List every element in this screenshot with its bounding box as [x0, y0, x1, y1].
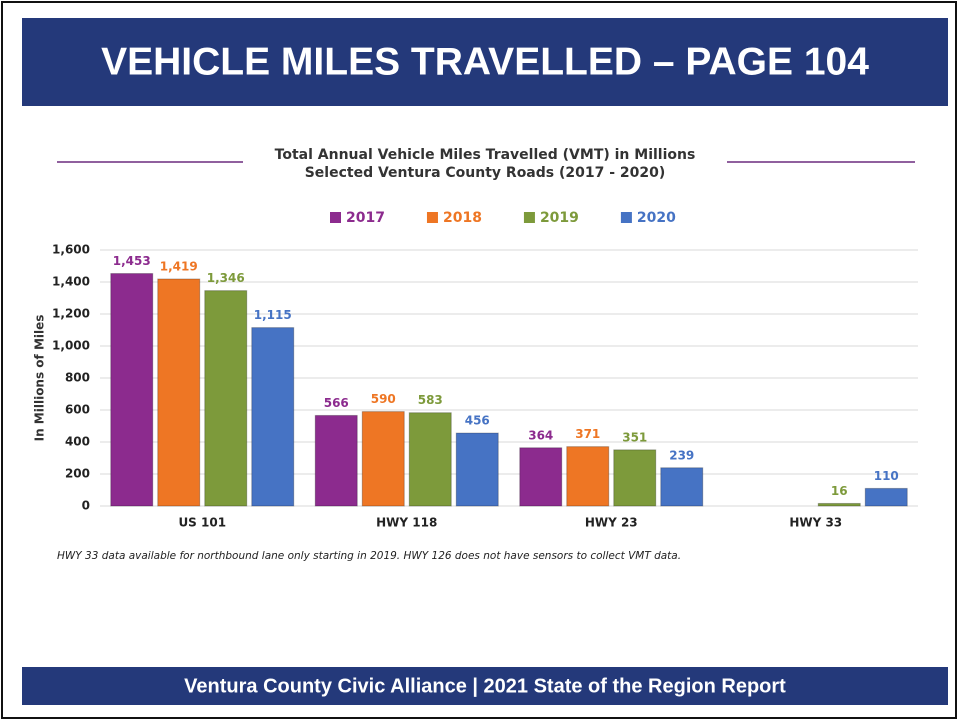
header-title: VEHICLE MILES TRAVELLED – PAGE 104 — [101, 40, 869, 83]
legend-swatch — [426, 212, 438, 223]
chart-note: HWY 33 data available for northbound lan… — [57, 550, 681, 562]
footer-band — [22, 667, 948, 705]
value-label: 590 — [371, 392, 396, 406]
bar — [613, 449, 657, 507]
bar — [157, 278, 201, 507]
bar — [566, 446, 610, 507]
value-label: 1,453 — [113, 254, 151, 268]
x-tick-label: US 101 — [178, 516, 226, 530]
bar — [251, 327, 295, 507]
value-label: 1,346 — [207, 271, 245, 285]
x-tick-label: HWY 23 — [585, 516, 638, 530]
legend-label: 2018 — [443, 210, 482, 226]
legend-swatch — [330, 212, 341, 223]
y-tick-label: 1,600 — [52, 243, 90, 257]
footer-text: Ventura County Civic Alliance | 2021 Sta… — [184, 675, 786, 697]
bar — [314, 414, 358, 507]
y-tick-label: 1,000 — [52, 339, 90, 353]
legend-swatch — [523, 212, 535, 223]
y-tick-label: 1,400 — [52, 275, 90, 289]
bar — [864, 487, 908, 507]
bar — [519, 447, 563, 507]
value-label: 110 — [874, 469, 899, 483]
bar — [204, 290, 248, 507]
value-label: 456 — [465, 414, 490, 428]
y-tick-label: 1,200 — [52, 307, 90, 321]
chart-subtitle: Selected Ventura County Roads (2017 - 20… — [305, 165, 666, 181]
bar — [110, 273, 154, 507]
y-tick-label: 800 — [65, 371, 90, 385]
value-label: 351 — [622, 430, 647, 444]
header-band — [22, 18, 948, 106]
y-tick-label: 200 — [65, 467, 90, 481]
bar — [817, 502, 861, 507]
x-tick-label: HWY 33 — [789, 516, 842, 530]
value-label: 371 — [575, 427, 600, 441]
chart-title: Total Annual Vehicle Miles Travelled (VM… — [275, 147, 696, 163]
bar — [660, 467, 704, 507]
value-label: 1,115 — [254, 308, 292, 322]
value-label: 364 — [528, 428, 553, 442]
legend-label: 2017 — [346, 210, 385, 226]
value-label: 566 — [324, 396, 349, 410]
bar — [408, 412, 452, 507]
value-label: 1,419 — [160, 259, 198, 273]
y-tick-label: 600 — [65, 403, 90, 417]
y-axis-label: In Millions of Miles — [33, 315, 47, 442]
value-label: 239 — [669, 448, 694, 462]
legend-label: 2019 — [540, 210, 579, 226]
x-tick-label: HWY 118 — [376, 516, 437, 530]
bar — [361, 411, 405, 507]
y-tick-label: 400 — [65, 435, 90, 449]
legend-label: 2020 — [637, 210, 676, 226]
y-tick-label: 0 — [82, 499, 90, 513]
bar — [455, 432, 499, 507]
value-label: 16 — [831, 484, 848, 498]
legend-swatch — [620, 212, 632, 223]
value-label: 583 — [418, 393, 443, 407]
